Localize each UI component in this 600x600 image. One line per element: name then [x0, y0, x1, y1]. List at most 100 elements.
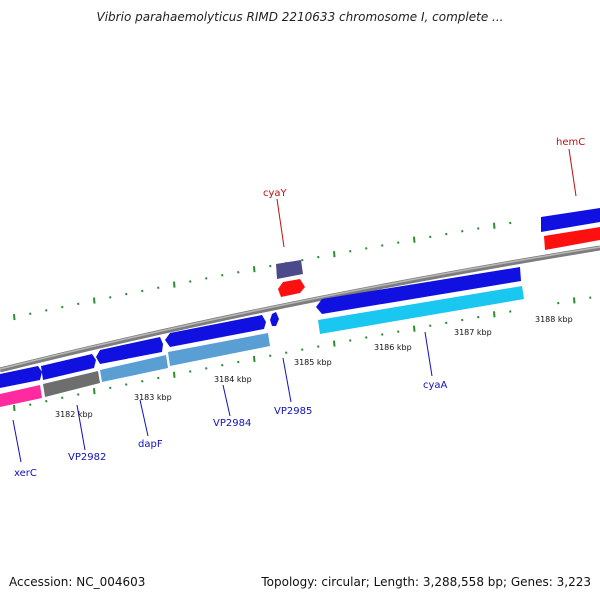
gene-labels: xerC VP2982 dapF VP2984 VP2985 cyaA cyaY…: [14, 137, 585, 479]
label-leaders: [12, 148, 577, 463]
cds-dapF[interactable]: [100, 355, 168, 382]
tick-mark: [477, 227, 480, 230]
tick-mark: [93, 297, 96, 304]
tick-mark: [77, 393, 80, 396]
tick-mark: [397, 330, 400, 333]
tick-mark: [397, 241, 400, 244]
tick-mark: [269, 354, 272, 358]
leader-cyaY: [276, 198, 285, 248]
tick-mark: [317, 255, 320, 259]
tick-mark: [189, 370, 192, 373]
tick-mark: [253, 355, 256, 362]
leader-dapF: [139, 399, 149, 437]
label-xerC[interactable]: xerC: [14, 468, 37, 479]
tick-mark: [509, 221, 512, 225]
tick-mark: [141, 289, 144, 293]
tick-mark: [333, 251, 336, 258]
tick-mark: [269, 264, 272, 268]
label-cyaY[interactable]: cyaY: [263, 188, 288, 199]
chromosome-backbone-highlight: [0, 246, 600, 370]
kbp-label: 3188 kbp: [535, 315, 573, 324]
accession-text: Accession: NC_004603: [9, 575, 146, 589]
tick-mark: [237, 270, 240, 274]
tick-mark: [221, 363, 224, 367]
gene-VP2984-arrow[interactable]: [165, 315, 266, 347]
tick-mark: [461, 230, 464, 233]
tick-mark: [461, 318, 464, 322]
leader-VP2984: [222, 384, 231, 417]
tick-mark: [381, 244, 384, 247]
tick-mark: [349, 250, 352, 253]
tick-mark: [237, 360, 240, 364]
tick-mark: [365, 336, 368, 339]
gene-cyaA-arrow[interactable]: [316, 267, 521, 314]
tick-mark: [77, 302, 80, 306]
tick-mark: [29, 403, 32, 406]
kbp-label: 3185 kbp: [294, 358, 332, 367]
label-VP2985[interactable]: VP2985: [274, 406, 312, 417]
kbp-label: 3184 kbp: [214, 375, 252, 384]
tick-mark: [493, 311, 496, 318]
cds-cyaY[interactable]: [276, 260, 303, 279]
kbp-label: 3187 kbp: [454, 328, 492, 337]
tick-mark: [333, 340, 336, 347]
forward-cds-row: [0, 286, 524, 407]
cds-VP2982[interactable]: [43, 371, 100, 397]
tick-mark: [205, 277, 208, 280]
gene-VP2985-arrow[interactable]: [270, 312, 279, 326]
tick-mark: [29, 312, 32, 315]
label-cyaA[interactable]: cyaA: [423, 380, 448, 391]
tick-mark: [157, 376, 160, 380]
leader-xerC: [12, 419, 22, 463]
genome-summary-text: Topology: circular; Length: 3,288,558 bp…: [261, 575, 591, 589]
tick-mark: [365, 247, 368, 250]
gene-hemC-arrow[interactable]: [541, 208, 600, 232]
tick-mark: [349, 339, 352, 342]
tick-mark: [285, 351, 288, 354]
tick-mark: [45, 309, 48, 312]
tick-mark: [13, 313, 16, 321]
reverse-gene-row: [276, 227, 600, 297]
leader-VP2985: [282, 357, 292, 403]
kbp-label: 3183 kbp: [134, 393, 172, 402]
tick-mark: [205, 367, 208, 370]
tick-mark: [61, 305, 64, 309]
tick-mark: [429, 324, 432, 327]
tick-mark: [301, 258, 304, 262]
tick-mark: [45, 399, 48, 403]
leader-cyaA: [424, 331, 433, 377]
forward-gene-row: [0, 208, 600, 388]
tick-mark: [109, 296, 112, 299]
gene-hemC-red-arrow[interactable]: [544, 227, 600, 250]
label-VP2982[interactable]: VP2982: [68, 452, 106, 463]
leader-VP2982: [76, 404, 86, 451]
tick-mark: [557, 301, 560, 305]
gene-VP2982-arrow[interactable]: [41, 354, 96, 380]
chromosome-backbone: [0, 245, 600, 373]
tick-mark: [509, 310, 512, 313]
tick-mark: [93, 388, 96, 395]
tick-mark: [445, 321, 448, 325]
label-hemC[interactable]: hemC: [556, 137, 585, 148]
tick-mark: [61, 396, 64, 400]
tick-mark: [413, 236, 416, 243]
tick-mark: [589, 296, 592, 299]
tick-mark: [445, 232, 448, 236]
tick-mark: [573, 297, 576, 304]
tick-mark: [317, 345, 320, 348]
tick-mark: [413, 325, 416, 332]
label-VP2984[interactable]: VP2984: [213, 418, 251, 429]
label-dapF[interactable]: dapF: [138, 439, 163, 450]
map-title: Vibrio parahaemolyticus RIMD 2210633 chr…: [96, 10, 504, 24]
cds-cyaA[interactable]: [318, 286, 524, 334]
gene-cyaY-arrow[interactable]: [278, 279, 305, 297]
tick-mark: [125, 292, 128, 296]
kbp-labels: 3182 kbp 3183 kbp 3184 kbp 3185 kbp 3186…: [55, 315, 573, 419]
cds-VP2984[interactable]: [168, 333, 270, 366]
tick-mark: [381, 333, 384, 336]
gene-xerC-arrow[interactable]: [0, 366, 42, 388]
cds-xerC[interactable]: [0, 385, 42, 407]
gene-dapF-arrow[interactable]: [96, 337, 163, 364]
tick-mark: [429, 235, 432, 239]
